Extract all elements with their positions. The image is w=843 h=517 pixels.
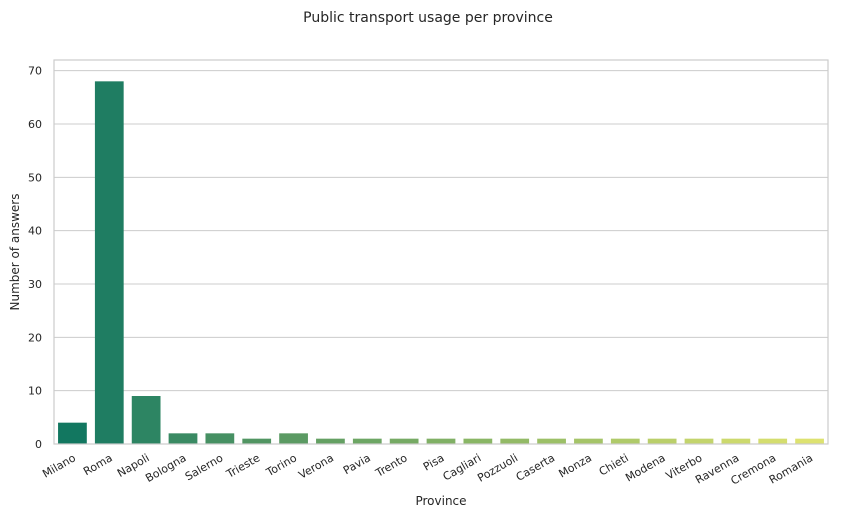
- bar-roma: [94, 81, 124, 444]
- bar-chieti: [610, 438, 640, 444]
- x-tick-label: Trento: [373, 451, 410, 480]
- x-tick-label: Monza: [556, 451, 593, 480]
- x-tick-label: Salerno: [183, 451, 226, 483]
- y-tick-label: 70: [28, 65, 42, 78]
- bar-cagliari: [463, 438, 493, 444]
- bar-salerno: [205, 433, 235, 444]
- y-tick-label: 0: [35, 438, 42, 451]
- x-tick-label: Bologna: [143, 451, 188, 485]
- bar-cremona: [758, 438, 788, 444]
- y-tick-label: 40: [28, 225, 42, 238]
- bar-ravenna: [721, 438, 751, 444]
- x-tick-label: Pavia: [341, 451, 373, 477]
- y-tick-label: 30: [28, 278, 42, 291]
- x-tick-label: Trieste: [223, 451, 262, 481]
- x-tick-label: Modena: [623, 451, 667, 484]
- bar-torino: [279, 433, 308, 444]
- bar-trento: [389, 438, 419, 444]
- y-ticks: 0 10 20 30 40 50 60 70: [28, 65, 42, 451]
- x-tick-label: Verona: [296, 451, 336, 481]
- bar-monza: [574, 438, 603, 444]
- chart-title: Public transport usage per province: [303, 10, 553, 26]
- grid-layer: [54, 70, 828, 445]
- x-tick-label: Cagliari: [441, 451, 484, 483]
- bar-pavia: [352, 438, 382, 444]
- bar-romania: [795, 438, 824, 444]
- bar-napoli: [131, 396, 161, 444]
- x-tick-label: Roma: [81, 451, 115, 478]
- x-tick-label: Torino: [263, 451, 299, 479]
- bar-milano: [58, 422, 87, 444]
- plot-frame: [53, 59, 829, 445]
- y-tick-label: 10: [28, 385, 42, 398]
- bar-pisa: [426, 438, 456, 444]
- y-tick-label: 50: [28, 171, 42, 184]
- bar-bologna: [168, 433, 198, 444]
- bar-caserta: [537, 438, 566, 444]
- x-tick-label: Pozzuoli: [475, 451, 520, 484]
- y-tick-label: 20: [28, 331, 42, 344]
- y-axis-label: Number of answers: [8, 194, 22, 311]
- bars-layer: [58, 81, 824, 444]
- bar-trieste: [242, 438, 272, 444]
- bar-modena: [647, 438, 677, 444]
- x-tick-label: Caserta: [514, 451, 557, 484]
- bar-pozzuoli: [500, 438, 530, 444]
- bar-verona: [316, 438, 345, 444]
- bar-viterbo: [684, 438, 714, 444]
- x-axis-label: Province: [415, 494, 466, 508]
- y-tick-label: 60: [28, 118, 42, 131]
- x-tick-label: Milano: [40, 451, 78, 480]
